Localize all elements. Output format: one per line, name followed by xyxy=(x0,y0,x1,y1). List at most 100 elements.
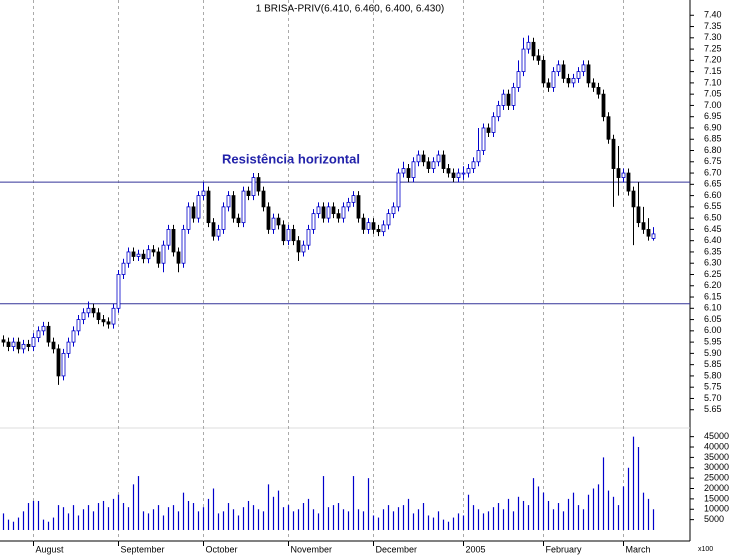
candle-body xyxy=(466,168,471,174)
candle-body xyxy=(301,244,306,253)
y-tick-label: 7.00 xyxy=(704,100,722,110)
candle-body xyxy=(631,190,636,208)
candle-body xyxy=(141,253,146,260)
candle-body xyxy=(206,190,211,224)
candle-body xyxy=(236,217,241,224)
y-tick-label: 5.80 xyxy=(704,370,722,380)
candle-body xyxy=(291,229,296,242)
candle-body xyxy=(126,251,131,264)
candle-body xyxy=(336,213,341,219)
candle-body xyxy=(471,161,476,169)
candle-body xyxy=(591,82,596,88)
candle-body xyxy=(371,222,376,230)
candle-body xyxy=(306,229,311,246)
volume-tick-label: 30000 xyxy=(704,462,729,472)
y-tick-label: 6.35 xyxy=(704,246,722,256)
candle-body xyxy=(366,222,371,230)
candle-body xyxy=(81,312,86,320)
candle-body xyxy=(346,201,351,208)
candle-body xyxy=(1,339,6,343)
y-tick-label: 6.95 xyxy=(704,111,722,121)
candle-body xyxy=(116,274,121,309)
y-tick-label: 6.45 xyxy=(704,224,722,234)
candle-body xyxy=(156,251,161,264)
candle-body xyxy=(606,116,611,140)
candle-body xyxy=(101,319,106,323)
candle-body xyxy=(56,348,61,377)
candle-body xyxy=(6,341,11,348)
y-tick-label: 6.30 xyxy=(704,258,722,268)
y-tick-label: 6.60 xyxy=(704,190,722,200)
y-tick-label: 6.05 xyxy=(704,314,722,324)
candle-body xyxy=(221,206,226,230)
chart-title: 1 BRISA-PRIV(6.410, 6.460, 6.400, 6.430) xyxy=(256,4,444,15)
volume-tick-label: 5000 xyxy=(704,514,724,524)
y-tick-label: 5.90 xyxy=(704,348,722,358)
candle-body xyxy=(71,330,76,343)
volume-tick-label: 25000 xyxy=(704,473,729,483)
candle-body xyxy=(281,224,286,242)
x-tick-label: February xyxy=(546,544,583,554)
candle-body xyxy=(111,307,116,325)
y-tick-label: 7.30 xyxy=(704,32,722,42)
candle-body xyxy=(161,244,166,264)
candle-body xyxy=(436,154,441,163)
candle-body xyxy=(451,172,456,178)
candle-body xyxy=(356,195,361,219)
candle-body xyxy=(491,116,496,133)
candle-body xyxy=(216,229,221,237)
x-tick-label: October xyxy=(206,544,238,554)
volume-tick-label: 10000 xyxy=(704,504,729,514)
candle-body xyxy=(171,229,176,253)
candle-body xyxy=(376,229,381,233)
volume-tick-label: 35000 xyxy=(704,452,729,462)
x-tick-label: March xyxy=(626,544,651,554)
candle-body xyxy=(461,172,466,175)
candle-body xyxy=(136,253,141,257)
candle-body xyxy=(476,150,481,163)
candle-body xyxy=(351,195,356,203)
candle-body xyxy=(151,249,156,253)
candle-body xyxy=(381,224,386,233)
y-tick-label: 6.75 xyxy=(704,156,722,166)
candle-body xyxy=(146,249,151,260)
candle-body xyxy=(241,190,246,224)
candle-body xyxy=(566,77,571,84)
candle-body xyxy=(186,206,191,230)
y-tick-label: 6.25 xyxy=(704,269,722,279)
candle-body xyxy=(86,307,91,314)
candle-body xyxy=(501,93,506,106)
candle-body xyxy=(311,213,316,230)
y-tick-label: 5.65 xyxy=(704,404,722,414)
candle-body xyxy=(41,325,46,332)
annotation: Resistência horizontal xyxy=(222,151,360,166)
candle-body xyxy=(406,168,411,178)
y-tick-label: 6.85 xyxy=(704,134,722,144)
candle-body xyxy=(361,217,366,230)
candle-body xyxy=(421,154,426,163)
candle-body xyxy=(391,206,396,215)
y-tick-label: 6.10 xyxy=(704,303,722,313)
candle-body xyxy=(61,352,66,377)
candle-body xyxy=(31,337,36,348)
candle-body xyxy=(456,172,461,178)
y-tick-label: 5.95 xyxy=(704,336,722,346)
candle-body xyxy=(226,195,231,208)
candle-body xyxy=(66,341,71,354)
candle-body xyxy=(441,154,446,169)
candle-body xyxy=(46,325,51,343)
candle-body xyxy=(536,55,541,61)
candle-body xyxy=(261,190,266,208)
candle-body xyxy=(181,229,186,264)
candle-body xyxy=(551,71,556,88)
candle-body xyxy=(586,64,591,84)
y-tick-label: 7.05 xyxy=(704,89,722,99)
y-tick-label: 6.90 xyxy=(704,122,722,132)
volume-tick-label: 20000 xyxy=(704,483,729,493)
x-tick-label: November xyxy=(291,544,333,554)
candle-body xyxy=(531,41,536,57)
candle-body xyxy=(296,240,301,253)
candle-body xyxy=(51,341,56,350)
candle-body xyxy=(316,206,321,215)
